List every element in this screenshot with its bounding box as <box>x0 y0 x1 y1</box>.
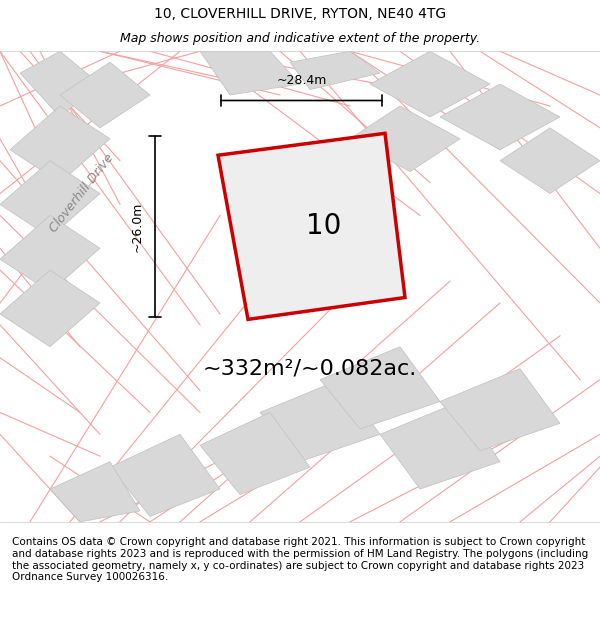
Polygon shape <box>110 434 220 516</box>
Text: Map shows position and indicative extent of the property.: Map shows position and indicative extent… <box>120 32 480 45</box>
Polygon shape <box>20 51 100 117</box>
Polygon shape <box>200 412 310 494</box>
Text: ~28.4m: ~28.4m <box>277 74 326 88</box>
Polygon shape <box>440 369 560 451</box>
Polygon shape <box>218 133 405 319</box>
Polygon shape <box>10 106 110 182</box>
Polygon shape <box>0 270 100 347</box>
Polygon shape <box>380 401 500 489</box>
Polygon shape <box>500 128 600 194</box>
Text: Contains OS data © Crown copyright and database right 2021. This information is : Contains OS data © Crown copyright and d… <box>12 538 588 582</box>
Polygon shape <box>0 161 100 238</box>
Polygon shape <box>200 51 300 95</box>
Text: 10: 10 <box>307 213 341 241</box>
Polygon shape <box>320 347 440 429</box>
Polygon shape <box>0 216 100 292</box>
Text: ~26.0m: ~26.0m <box>131 201 143 251</box>
Text: ~332m²/~0.082ac.: ~332m²/~0.082ac. <box>203 359 417 379</box>
Text: Cloverhill Drive: Cloverhill Drive <box>47 152 116 235</box>
Polygon shape <box>60 62 150 128</box>
Polygon shape <box>260 379 380 462</box>
Polygon shape <box>290 51 380 89</box>
Polygon shape <box>370 51 490 117</box>
Polygon shape <box>440 84 560 150</box>
Polygon shape <box>350 106 460 172</box>
Polygon shape <box>50 462 140 522</box>
Text: 10, CLOVERHILL DRIVE, RYTON, NE40 4TG: 10, CLOVERHILL DRIVE, RYTON, NE40 4TG <box>154 8 446 21</box>
